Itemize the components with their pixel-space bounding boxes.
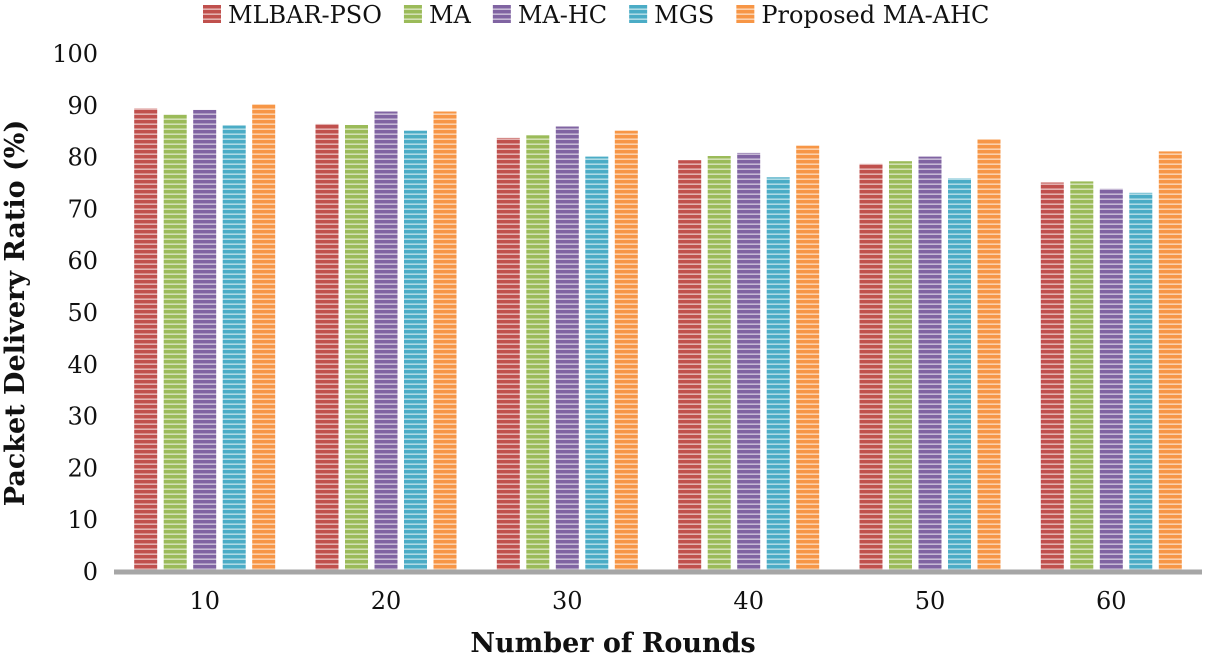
bar-mlbar-pso-30 [496, 137, 520, 572]
bar-mgs-50 [948, 178, 971, 573]
y-tick-label: 60 [67, 247, 98, 275]
y-tick-label: 100 [52, 40, 98, 68]
x-tick-label: 60 [1096, 587, 1127, 615]
legend-swatch [492, 5, 511, 23]
bars [134, 104, 1182, 573]
bar-mlbar-pso-20 [315, 123, 339, 573]
x-tick-label: 50 [915, 587, 946, 615]
y-axis: 0 10 20 30 40 50 60 70 80 90 100 [52, 40, 98, 586]
x-tick-label: 30 [552, 587, 583, 615]
bar-ma-hc-20 [374, 111, 398, 572]
bar-mlbar-pso-50 [859, 163, 883, 573]
bar-ma-hc-60 [1099, 188, 1123, 572]
legend-item-mgs: MGS [629, 1, 714, 29]
bar-mlbar-pso-40 [678, 160, 702, 572]
bar-ma-40 [707, 156, 731, 572]
x-axis: 10 20 30 40 50 60 [189, 587, 1126, 615]
legend-item-ma: MA [403, 1, 472, 29]
y-axis-title: Packet Delivery Ratio (%) [0, 120, 31, 506]
legend-swatch [403, 5, 422, 23]
bar-mgs-10 [222, 125, 246, 572]
legend-swatch [629, 5, 648, 23]
y-tick-label: 40 [67, 351, 98, 379]
bar-ma-hc-50 [918, 156, 942, 572]
legend-label: MLBAR-PSO [228, 1, 382, 29]
legend-label: MA [429, 1, 472, 29]
bar-ma-60 [1070, 181, 1094, 572]
legend: MLBAR-PSO MA MA-HC MGS Proposed MA-AHC [203, 1, 989, 29]
x-tick-label: 10 [189, 587, 220, 615]
bar-mgs-60 [1129, 192, 1153, 573]
y-tick-label: 90 [67, 92, 98, 120]
bar-proposed-ma-ahc-40 [796, 145, 820, 572]
x-axis-title: Number of Rounds [470, 628, 755, 657]
y-tick-label: 20 [67, 454, 98, 482]
legend-item-mlbar-pso: MLBAR-PSO [203, 1, 382, 29]
legend-label: MA-HC [518, 1, 607, 29]
bar-mlbar-pso-10 [134, 108, 158, 573]
y-tick-label: 0 [83, 558, 98, 586]
bar-mgs-20 [404, 130, 427, 572]
y-tick-label: 10 [67, 506, 98, 534]
bar-ma-50 [889, 161, 912, 572]
bar-ma-30 [526, 135, 550, 573]
y-tick-label: 70 [67, 195, 98, 223]
bar-proposed-ma-ahc-10 [252, 104, 276, 572]
legend-item-proposed-ma-ahc: Proposed MA-AHC [736, 1, 989, 29]
bar-proposed-ma-ahc-50 [977, 139, 1001, 572]
bar-mgs-40 [766, 177, 790, 573]
bar-proposed-ma-ahc-60 [1158, 151, 1182, 572]
bar-proposed-ma-ahc-20 [433, 111, 457, 572]
legend-label: Proposed MA-AHC [761, 1, 989, 29]
bar-ma-hc-40 [737, 152, 761, 572]
legend-swatch [736, 5, 755, 23]
bar-mgs-30 [585, 156, 609, 572]
y-tick-label: 80 [67, 144, 98, 172]
legend-swatch [203, 5, 221, 23]
y-tick-label: 30 [67, 403, 98, 431]
legend-label: MGS [654, 1, 714, 29]
bar-ma-hc-30 [555, 126, 579, 572]
x-tick-label: 20 [371, 587, 402, 615]
bar-proposed-ma-ahc-30 [614, 130, 638, 572]
bar-ma-20 [345, 125, 368, 572]
bar-ma-10 [163, 114, 187, 572]
y-tick-label: 50 [67, 299, 98, 327]
legend-item-ma-hc: MA-HC [492, 1, 607, 29]
x-tick-label: 40 [733, 587, 764, 615]
bar-ma-hc-10 [193, 109, 217, 573]
bar-mlbar-pso-60 [1040, 182, 1064, 572]
